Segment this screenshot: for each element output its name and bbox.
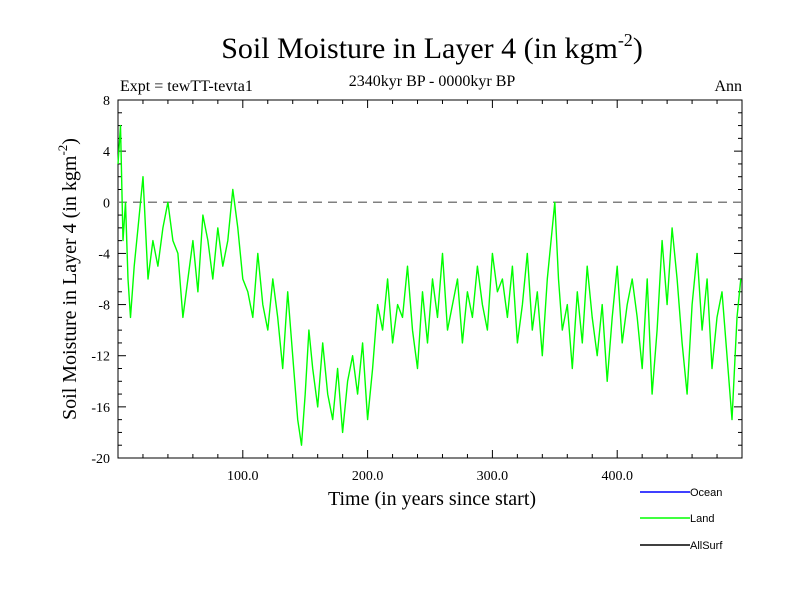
chart-title: Soil Moisture in Layer 4 (in kgm-2) [221, 30, 643, 65]
experiment-label: Expt = tewTT-tevta1 [120, 78, 253, 95]
y-tick-label: -16 [91, 401, 110, 416]
y-tick-label: 8 [103, 94, 110, 109]
legend-label-allsurf: AllSurf [690, 540, 723, 552]
y-tick-label: -8 [98, 299, 110, 314]
axis-ticks [117, 99, 743, 459]
x-axis-label: Time (in years since start) [328, 488, 536, 510]
series-line-land [117, 124, 742, 446]
y-tick-label: -12 [91, 350, 110, 365]
season-label: Ann [714, 78, 742, 95]
legend: Ocean Land AllSurf [640, 487, 723, 552]
x-tick-label: 400.0 [601, 469, 633, 484]
x-tick-label: 300.0 [477, 469, 509, 484]
y-tick-label: -20 [91, 452, 110, 467]
plot-frame [117, 99, 743, 459]
x-tick-label: 100.0 [227, 469, 259, 484]
x-tick-label: 200.0 [352, 469, 384, 484]
y-tick-labels: 8 4 0 -4 -8 -12 -16 -20 [91, 94, 110, 467]
y-axis-label: Soil Moisture in Layer 4 (in kgm-2) [55, 138, 81, 420]
y-tick-label: -4 [98, 247, 110, 262]
chart-subtitle: 2340kyr BP - 0000kyr BP [349, 73, 516, 90]
y-tick-label: 4 [103, 145, 110, 160]
x-tick-labels: 100.0 200.0 300.0 400.0 [227, 469, 633, 484]
legend-label-land: Land [690, 513, 714, 525]
y-tick-label: 0 [103, 196, 110, 211]
legend-label-ocean: Ocean [690, 487, 722, 499]
